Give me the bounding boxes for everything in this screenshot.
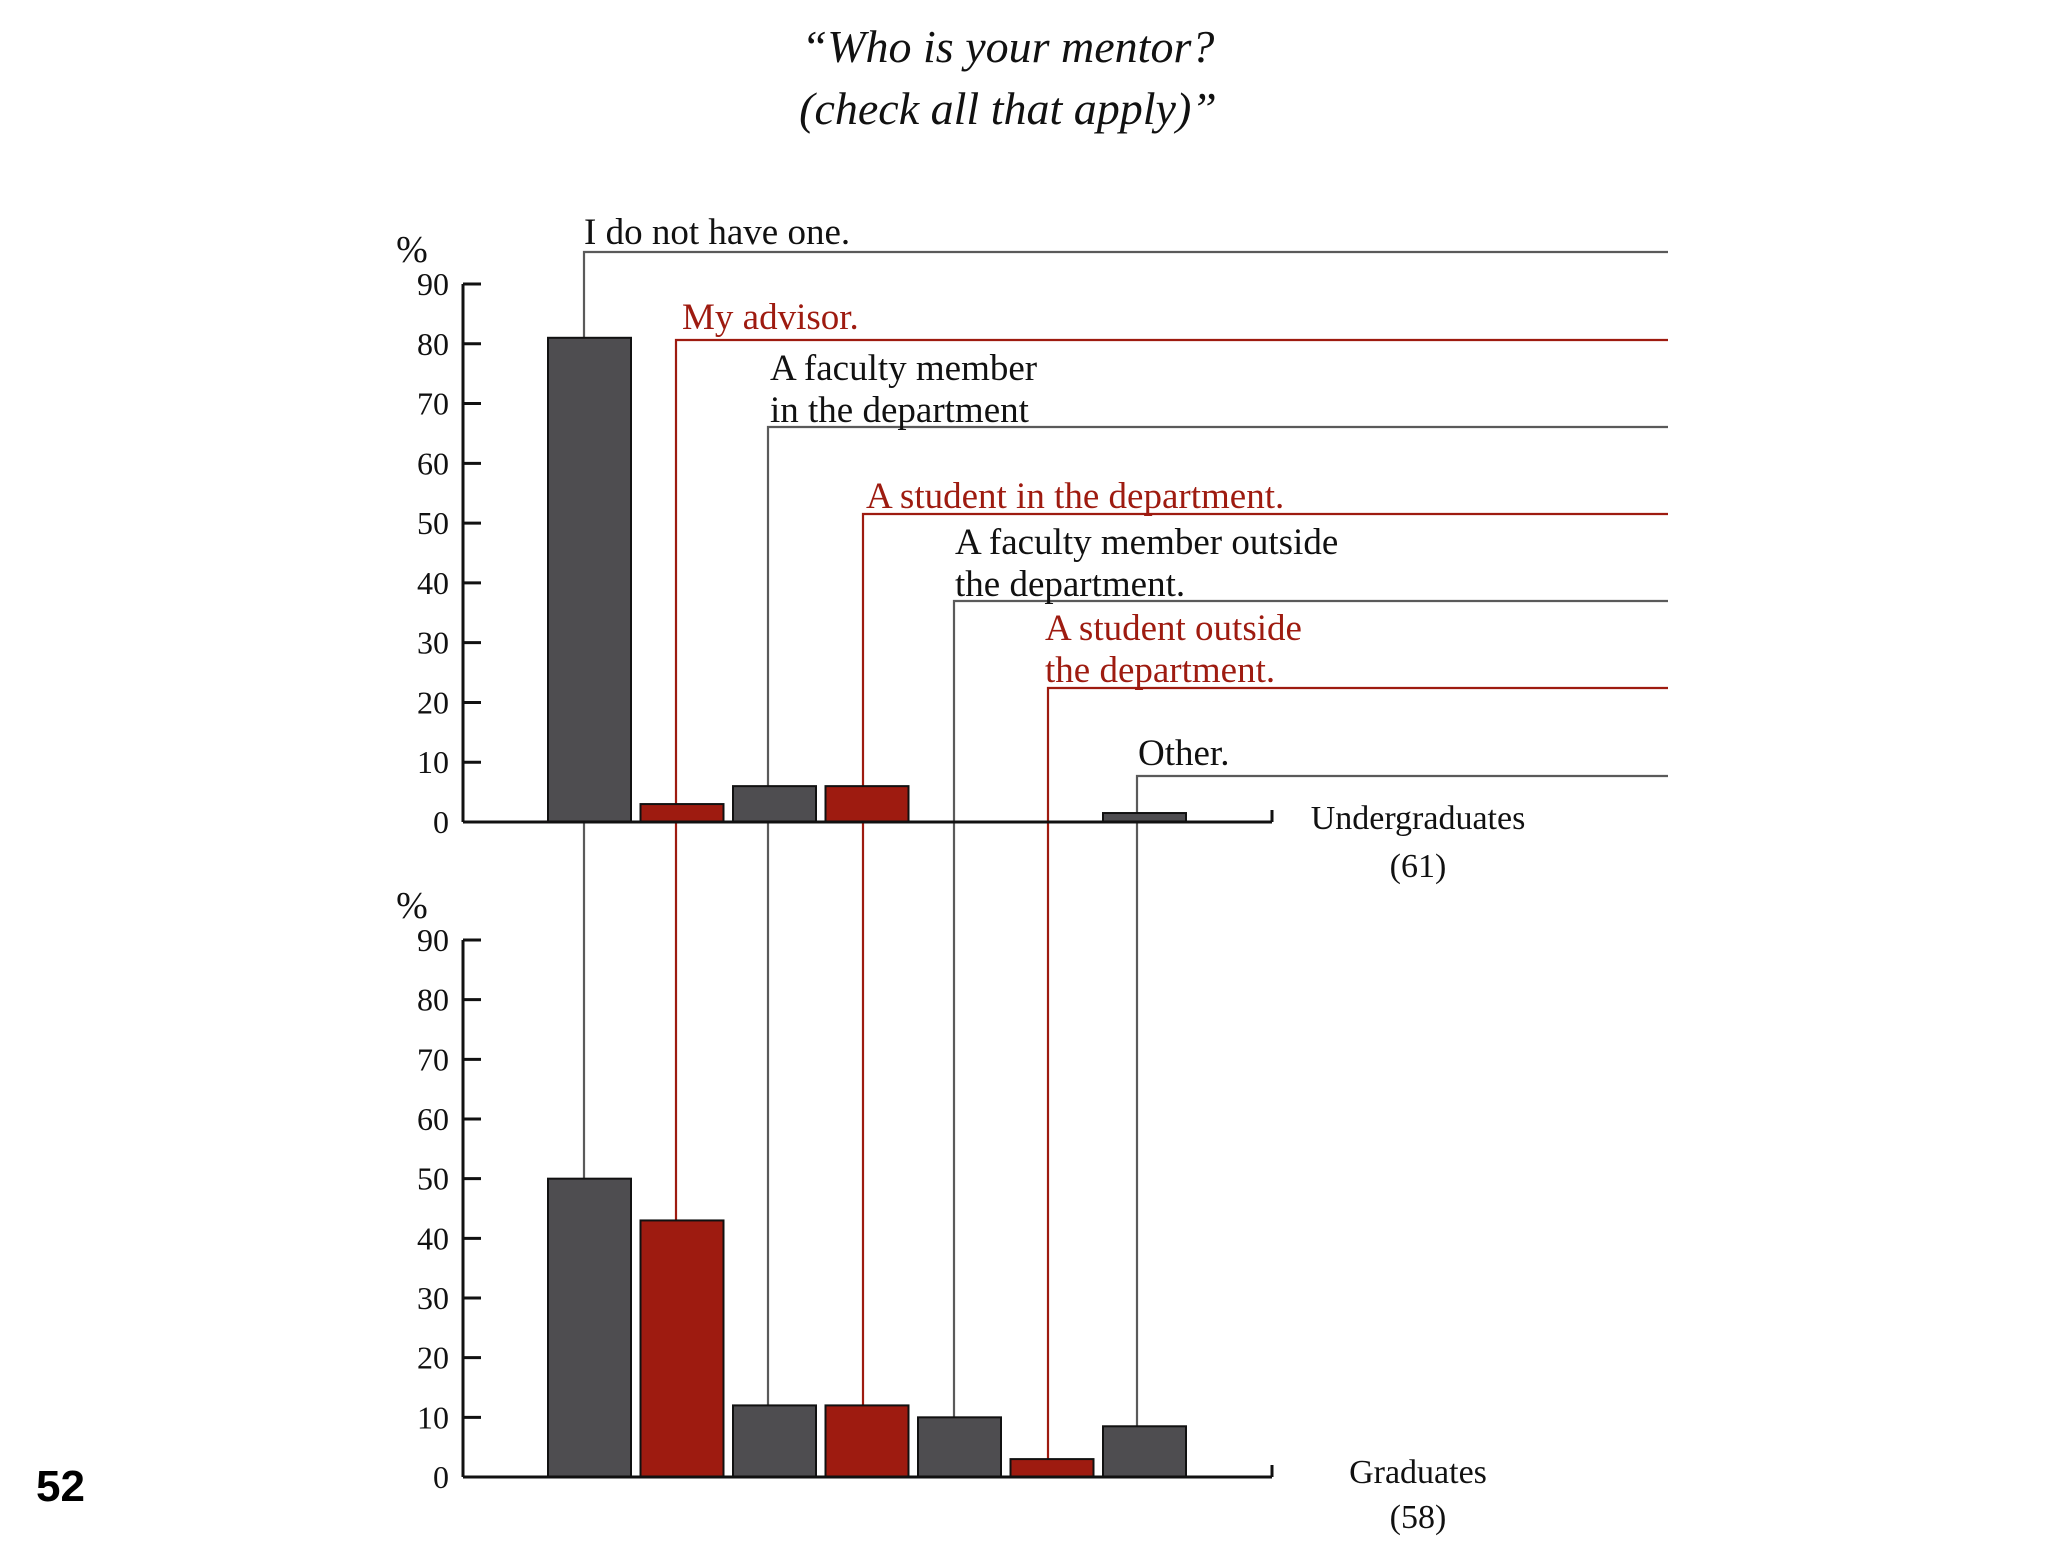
y-tick-label-2-90: 90	[417, 922, 449, 958]
category-label-4-line-1: A student in the department.	[866, 476, 1284, 517]
category-label-3-line-1: A faculty member	[770, 348, 1037, 389]
panel-graduates: 0 10 20 30 40 50 60 70 80 90% Graduates (58)	[396, 885, 1487, 1536]
y-tick-label-1-20: 20	[417, 684, 449, 720]
category-leaders	[582, 250, 1668, 1477]
y-unit-label-1: %	[396, 229, 428, 271]
y-unit-label-2: %	[396, 885, 428, 927]
slide-number: 52	[36, 1462, 85, 1511]
leader-line-6	[1046, 686, 1668, 1477]
y-tick-label-2-10: 10	[417, 1399, 449, 1435]
bar-undergraduates-2	[639, 803, 725, 823]
y-tick-label-1-60: 60	[417, 445, 449, 481]
bar-graduates-2	[639, 1219, 725, 1479]
title-line-2: (check all that apply)”	[799, 83, 1217, 134]
category-label-5-line-1: A faculty member outside	[955, 522, 1338, 563]
category-label-6-line-2: the department.	[1045, 650, 1275, 691]
category-label-7-line-1: Other.	[1138, 733, 1229, 774]
bar-undergraduates-1	[547, 336, 632, 823]
leader-line-4	[861, 512, 1668, 1477]
panel-n-2: (58)	[1390, 1499, 1447, 1536]
category-label-5-line-2: the department.	[955, 564, 1185, 605]
leader-line-2	[674, 338, 1668, 1477]
y-tick-label-2-20: 20	[417, 1340, 449, 1376]
panel-n-1: (61)	[1390, 848, 1447, 885]
chart-title: “Who is your mentor? (check all that appl…	[799, 21, 1217, 134]
leader-line-5	[952, 599, 1668, 1477]
y-tick-label-1-50: 50	[417, 505, 449, 541]
y-tick-label-2-50: 50	[417, 1161, 449, 1197]
y-tick-label-1-80: 80	[417, 326, 449, 362]
y-tick-label-2-30: 30	[417, 1280, 449, 1316]
leader-line-1	[582, 250, 1668, 1477]
y-tick-label-2-40: 40	[417, 1220, 449, 1256]
panel-name-2: Graduates	[1349, 1454, 1487, 1491]
bar-graduates-4	[824, 1404, 910, 1479]
bar-graduates-6	[1009, 1458, 1095, 1478]
bar-undergraduates-4	[824, 785, 910, 824]
bar-graduates-5	[917, 1416, 1002, 1479]
title-line-1: “Who is your mentor?	[802, 21, 1215, 72]
category-label-2-line-1: My advisor.	[682, 297, 859, 338]
y-tick-label-1-70: 70	[417, 386, 449, 422]
leader-line-7	[1135, 774, 1668, 1477]
y-tick-label-1-30: 30	[417, 625, 449, 661]
y-tick-label-2-0: 0	[433, 1459, 449, 1495]
leader-line-3	[766, 425, 1668, 1477]
bar-undergraduates-3	[732, 785, 817, 824]
category-label-3-line-2: in the department	[770, 390, 1030, 431]
y-tick-label-1-0: 0	[433, 804, 449, 840]
panel-undergraduates: 0 10 20 30 40 50 60 70 80 90% Undergraduates (61)	[396, 229, 1525, 885]
y-tick-label-2-60: 60	[417, 1101, 449, 1137]
category-label-1-line-1: I do not have one.	[584, 212, 850, 253]
y-tick-label-1-90: 90	[417, 266, 449, 302]
y-tick-label-1-10: 10	[417, 744, 449, 780]
y-tick-label-2-80: 80	[417, 982, 449, 1018]
panel-name-1: Undergraduates	[1311, 800, 1526, 837]
bar-graduates-7	[1102, 1425, 1187, 1478]
y-tick-label-1-40: 40	[417, 565, 449, 601]
y-tick-label-2-70: 70	[417, 1041, 449, 1077]
bar-graduates-1	[547, 1177, 632, 1478]
bar-graduates-3	[732, 1404, 817, 1479]
chart-panels: 0 10 20 30 40 50 60 70 80 90% Undergraduates (61) 0 1…	[396, 229, 1525, 1536]
category-label-6-line-1: A student outside	[1045, 608, 1302, 649]
category-labels: I do not have one. My advisor. A faculty m…	[584, 212, 1338, 774]
